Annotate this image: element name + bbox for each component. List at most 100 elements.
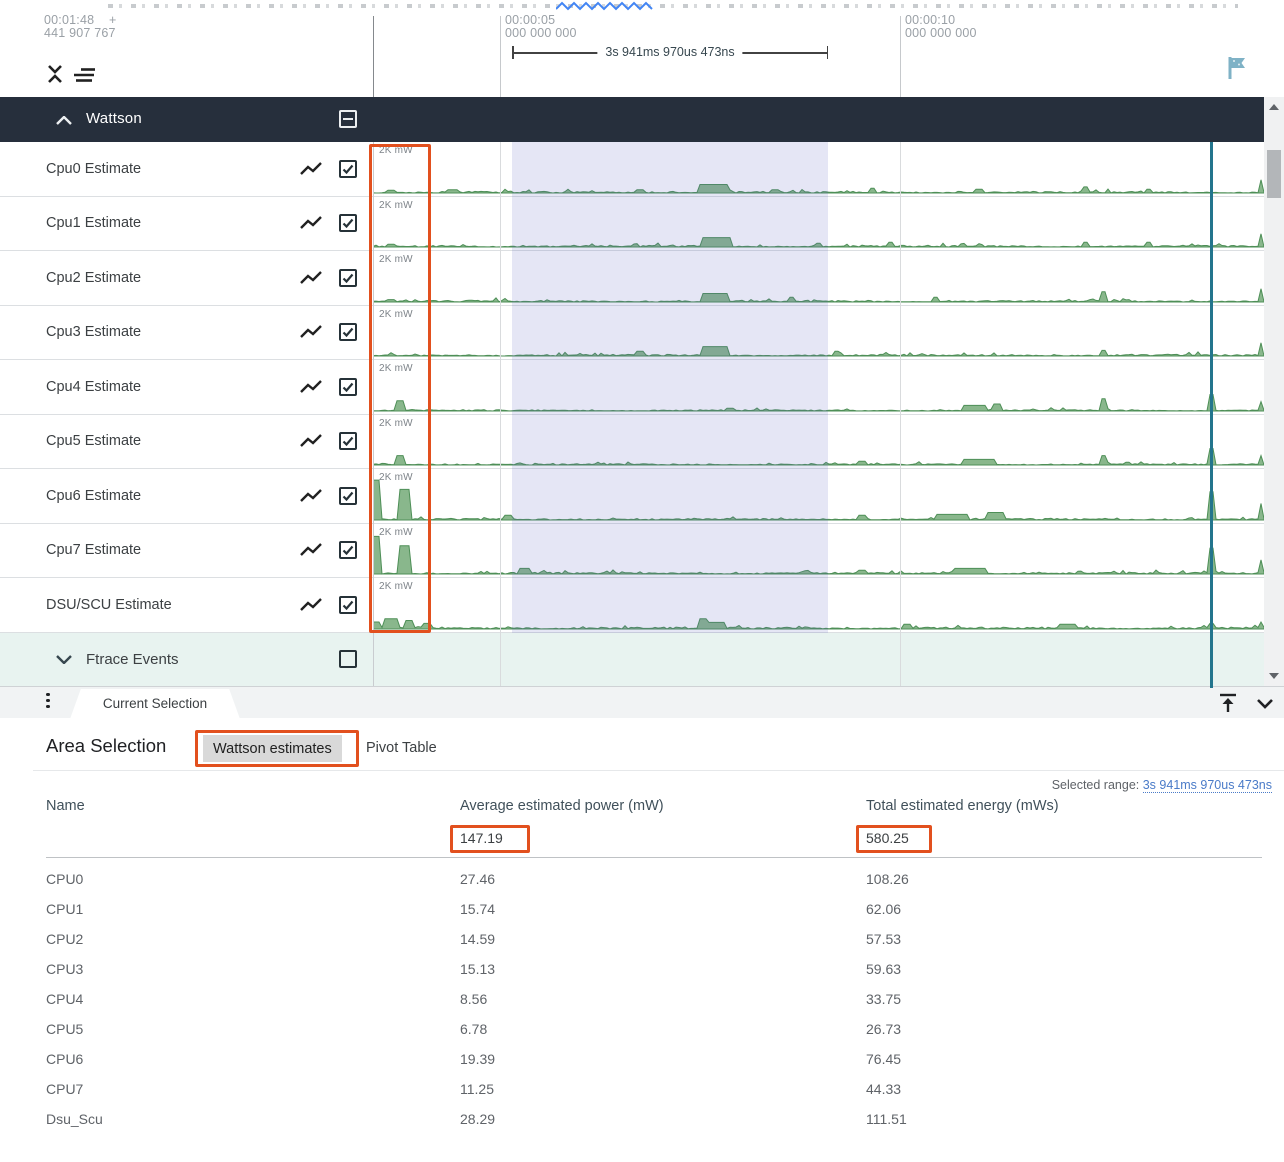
vertical-dots-icon[interactable] bbox=[46, 692, 50, 708]
timeline-ruler[interactable]: 00:01:48 + 441 907 767 00:00:05 000 000 … bbox=[0, 12, 1284, 97]
tick-label-ns: 000 000 000 bbox=[505, 26, 577, 40]
table-row[interactable]: CPU4 8.56 33.75 bbox=[0, 984, 1284, 1014]
scroll-up-arrow[interactable] bbox=[1264, 97, 1284, 117]
table-row[interactable]: CPU6 19.39 76.45 bbox=[0, 1044, 1284, 1074]
line-chart-icon bbox=[299, 379, 323, 395]
cell-name: CPU0 bbox=[46, 871, 84, 887]
track-row[interactable]: Cpu0 Estimate 2K mW bbox=[0, 142, 1264, 197]
group-header-ftrace-events[interactable]: Ftrace Events bbox=[0, 632, 1264, 686]
timeline-gridline bbox=[900, 142, 901, 686]
power-waveform bbox=[373, 535, 1264, 575]
track-checkbox[interactable] bbox=[339, 377, 357, 396]
track-shell[interactable]: Cpu3 Estimate bbox=[0, 306, 373, 360]
cell-name: CPU1 bbox=[46, 901, 84, 917]
track-checkbox[interactable] bbox=[339, 159, 357, 178]
group-title: Ftrace Events bbox=[86, 650, 179, 668]
track-chart-area[interactable]: 2K mW bbox=[373, 469, 1264, 523]
track-shell[interactable]: Cpu1 Estimate bbox=[0, 197, 373, 251]
scrollbar-thumb[interactable] bbox=[1267, 150, 1281, 198]
table-row[interactable]: CPU3 15.13 59.63 bbox=[0, 954, 1284, 984]
track-scale-label: 2K mW bbox=[379, 417, 413, 429]
cell-total-energy: 44.33 bbox=[866, 1081, 902, 1097]
track-shell[interactable]: Cpu0 Estimate bbox=[0, 142, 373, 196]
track-row[interactable]: DSU/SCU Estimate 2K mW bbox=[0, 578, 1264, 633]
cell-total-energy: 62.06 bbox=[866, 901, 902, 917]
cell-average-power: 28.29 bbox=[460, 1111, 496, 1127]
summary-total-energy: 580.25 bbox=[866, 830, 909, 846]
table-row[interactable]: CPU1 15.74 62.06 bbox=[0, 894, 1284, 924]
track-name: Cpu0 Estimate bbox=[46, 160, 142, 177]
line-chart-icon bbox=[299, 542, 323, 558]
table-row[interactable]: CPU0 27.46 108.26 bbox=[0, 864, 1284, 894]
tick-label-time: 00:00:10 bbox=[905, 13, 956, 27]
power-waveform bbox=[373, 288, 1264, 303]
table-row[interactable]: CPU2 14.59 57.53 bbox=[0, 924, 1284, 954]
vertical-scrollbar[interactable] bbox=[1264, 97, 1284, 686]
track-name: Cpu4 Estimate bbox=[46, 378, 142, 395]
line-chart-icon bbox=[299, 270, 323, 286]
track-row[interactable]: Cpu7 Estimate 2K mW bbox=[0, 524, 1264, 578]
track-row[interactable]: Cpu5 Estimate 2K mW bbox=[0, 415, 1264, 469]
cell-name: Dsu_Scu bbox=[46, 1111, 103, 1127]
vertical-align-top-icon[interactable] bbox=[1216, 691, 1240, 715]
table-row[interactable]: CPU5 6.78 26.73 bbox=[0, 1014, 1284, 1044]
track-shell[interactable]: Cpu4 Estimate bbox=[0, 360, 373, 414]
track-chart-area[interactable]: 2K mW bbox=[373, 360, 1264, 414]
collapse-all-tracks-button[interactable] bbox=[44, 62, 66, 86]
table-row[interactable]: Dsu_Scu 28.29 111.51 bbox=[0, 1104, 1284, 1134]
track-chart-area[interactable]: 2K mW bbox=[373, 306, 1264, 360]
track-row[interactable]: Cpu2 Estimate 2K mW bbox=[0, 251, 1264, 306]
line-chart-icon bbox=[299, 161, 323, 177]
track-chart-area[interactable]: 2K mW bbox=[373, 524, 1264, 578]
scroll-down-arrow[interactable] bbox=[1264, 666, 1284, 686]
track-shell[interactable]: Cpu5 Estimate bbox=[0, 415, 373, 469]
cut-off-text-strip bbox=[0, 0, 1284, 12]
track-name: DSU/SCU Estimate bbox=[46, 596, 172, 613]
track-shell[interactable]: Cpu7 Estimate bbox=[0, 524, 373, 578]
cell-total-energy: 111.51 bbox=[866, 1111, 907, 1127]
track-shell[interactable]: Cpu2 Estimate bbox=[0, 251, 373, 305]
track-row[interactable]: Cpu1 Estimate 2K mW bbox=[0, 197, 1264, 251]
track-row[interactable]: Cpu3 Estimate 2K mW bbox=[0, 306, 1264, 360]
track-shell[interactable]: Cpu6 Estimate bbox=[0, 469, 373, 523]
track-chart-area[interactable]: 2K mW bbox=[373, 142, 1264, 196]
track-filter-icon[interactable] bbox=[72, 66, 96, 84]
tab-wattson-estimates[interactable]: Wattson estimates bbox=[203, 735, 342, 762]
collapse-panel-chevron-down-icon[interactable] bbox=[1254, 691, 1276, 715]
track-checkbox[interactable] bbox=[339, 214, 357, 233]
track-checkbox[interactable] bbox=[339, 486, 357, 505]
column-header-name: Name bbox=[46, 798, 85, 814]
power-waveform bbox=[373, 448, 1264, 466]
track-row[interactable]: Cpu6 Estimate 2K mW bbox=[0, 469, 1264, 524]
track-chart-area[interactable]: 2K mW bbox=[373, 415, 1264, 469]
cell-average-power: 6.78 bbox=[460, 1021, 488, 1037]
group-checkbox-indeterminate[interactable] bbox=[339, 110, 357, 128]
tab-current-selection[interactable]: Current Selection bbox=[70, 688, 240, 719]
track-shell[interactable]: DSU/SCU Estimate bbox=[0, 578, 373, 632]
table-row[interactable]: CPU7 11.25 44.33 bbox=[0, 1074, 1284, 1104]
track-checkbox[interactable] bbox=[339, 268, 357, 287]
cell-average-power: 8.56 bbox=[460, 991, 488, 1007]
track-checkbox[interactable] bbox=[339, 323, 357, 342]
tab-pivot-table[interactable]: Pivot Table bbox=[366, 740, 437, 756]
track-chart-area[interactable]: 2K mW bbox=[373, 578, 1264, 632]
group-header-wattson[interactable]: Wattson bbox=[0, 97, 1264, 142]
cut-off-text-fragments bbox=[108, 4, 1238, 8]
track-row[interactable]: Cpu4 Estimate 2K mW bbox=[0, 360, 1264, 415]
flag-icon[interactable] bbox=[1224, 54, 1250, 82]
track-checkbox[interactable] bbox=[339, 541, 357, 560]
track-list: Cpu0 Estimate 2K mW Cpu1 Est bbox=[0, 142, 1264, 633]
track-chart-area[interactable]: 2K mW bbox=[373, 251, 1264, 305]
area-selection-overlay[interactable] bbox=[512, 142, 828, 633]
track-chart-area[interactable]: 2K mW bbox=[373, 197, 1264, 251]
divider bbox=[33, 770, 1284, 771]
selected-range-link[interactable]: 3s 941ms 970us 473ns bbox=[1142, 778, 1272, 793]
track-checkbox[interactable] bbox=[339, 432, 357, 451]
track-checkbox[interactable] bbox=[339, 595, 357, 614]
cell-total-energy: 108.26 bbox=[866, 871, 909, 887]
track-name: Cpu2 Estimate bbox=[46, 269, 142, 286]
cell-name: CPU3 bbox=[46, 961, 84, 977]
group-checkbox-unchecked[interactable] bbox=[339, 649, 357, 668]
power-waveform bbox=[373, 233, 1264, 248]
